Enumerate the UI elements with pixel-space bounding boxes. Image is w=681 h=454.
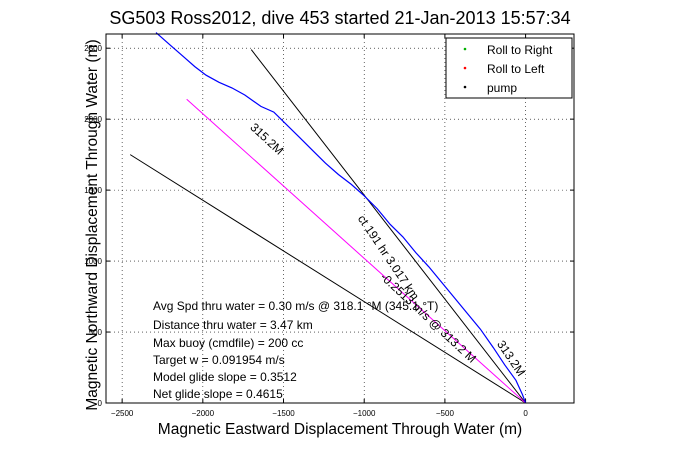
x-tick-label: 0	[523, 409, 528, 418]
y-tick-label: 1500	[84, 186, 102, 195]
legend: Roll to Right Roll to Left pump	[445, 37, 573, 99]
x-tick-label: −500	[436, 409, 455, 418]
legend-box	[445, 37, 573, 99]
legend-marker-pump	[463, 85, 467, 89]
y-tick-label: 1000	[84, 257, 102, 266]
reference-line	[250, 49, 526, 404]
grid	[106, 34, 574, 404]
annotation-avg-speed: Avg Spd thru water = 0.30 m/s @ 318.1 °M…	[153, 299, 438, 313]
x-ticks: −2500 −2000 −1500 −1000 −500 0	[111, 34, 528, 418]
chart-title: SG503 Ross2012, dive 453 started 21-Jan-…	[109, 8, 570, 28]
x-tick-label: −1000	[353, 409, 376, 418]
x-axis-label: Magnetic Eastward Displacement Through W…	[158, 421, 522, 438]
annotation-target-w: Target w = 0.091954 m/s	[153, 353, 285, 367]
y-tick-label: 2000	[84, 115, 102, 124]
x-tick-label: −1500	[272, 409, 295, 418]
annotation-net-glide-slope: Net glide slope = 0.4615	[153, 387, 283, 401]
stats-annotations: Avg Spd thru water = 0.30 m/s @ 318.1 °M…	[153, 299, 438, 401]
track-line	[155, 32, 527, 404]
series-lines	[129, 32, 527, 404]
reference-line	[129, 154, 526, 404]
legend-label-roll-left: Roll to Left	[487, 62, 545, 76]
legend-label-roll-right: Roll to Right	[487, 43, 553, 57]
course-line	[186, 98, 526, 404]
annotation-max-buoy: Max buoy (cmdfile) = 200 cc	[153, 336, 303, 350]
y-tick-label: 0	[98, 399, 103, 408]
y-ticks: 0 500 1000 1500 2000 2500	[84, 44, 574, 408]
legend-marker-roll-left	[463, 66, 467, 70]
y-tick-label: 2500	[84, 44, 102, 53]
legend-marker-roll-right	[463, 47, 467, 51]
x-tick-label: −2000	[192, 409, 215, 418]
legend-label-pump: pump	[487, 81, 517, 95]
plot-frame	[105, 33, 575, 404]
y-axis-label: Magnetic Northward Displacement Through …	[84, 39, 101, 410]
annotation-distance: Distance thru water = 3.47 km	[153, 318, 313, 332]
annotation-model-glide-slope: Model glide slope = 0.3512	[153, 370, 297, 384]
y-tick-label: 500	[89, 328, 103, 337]
x-tick-label: −2500	[111, 409, 134, 418]
